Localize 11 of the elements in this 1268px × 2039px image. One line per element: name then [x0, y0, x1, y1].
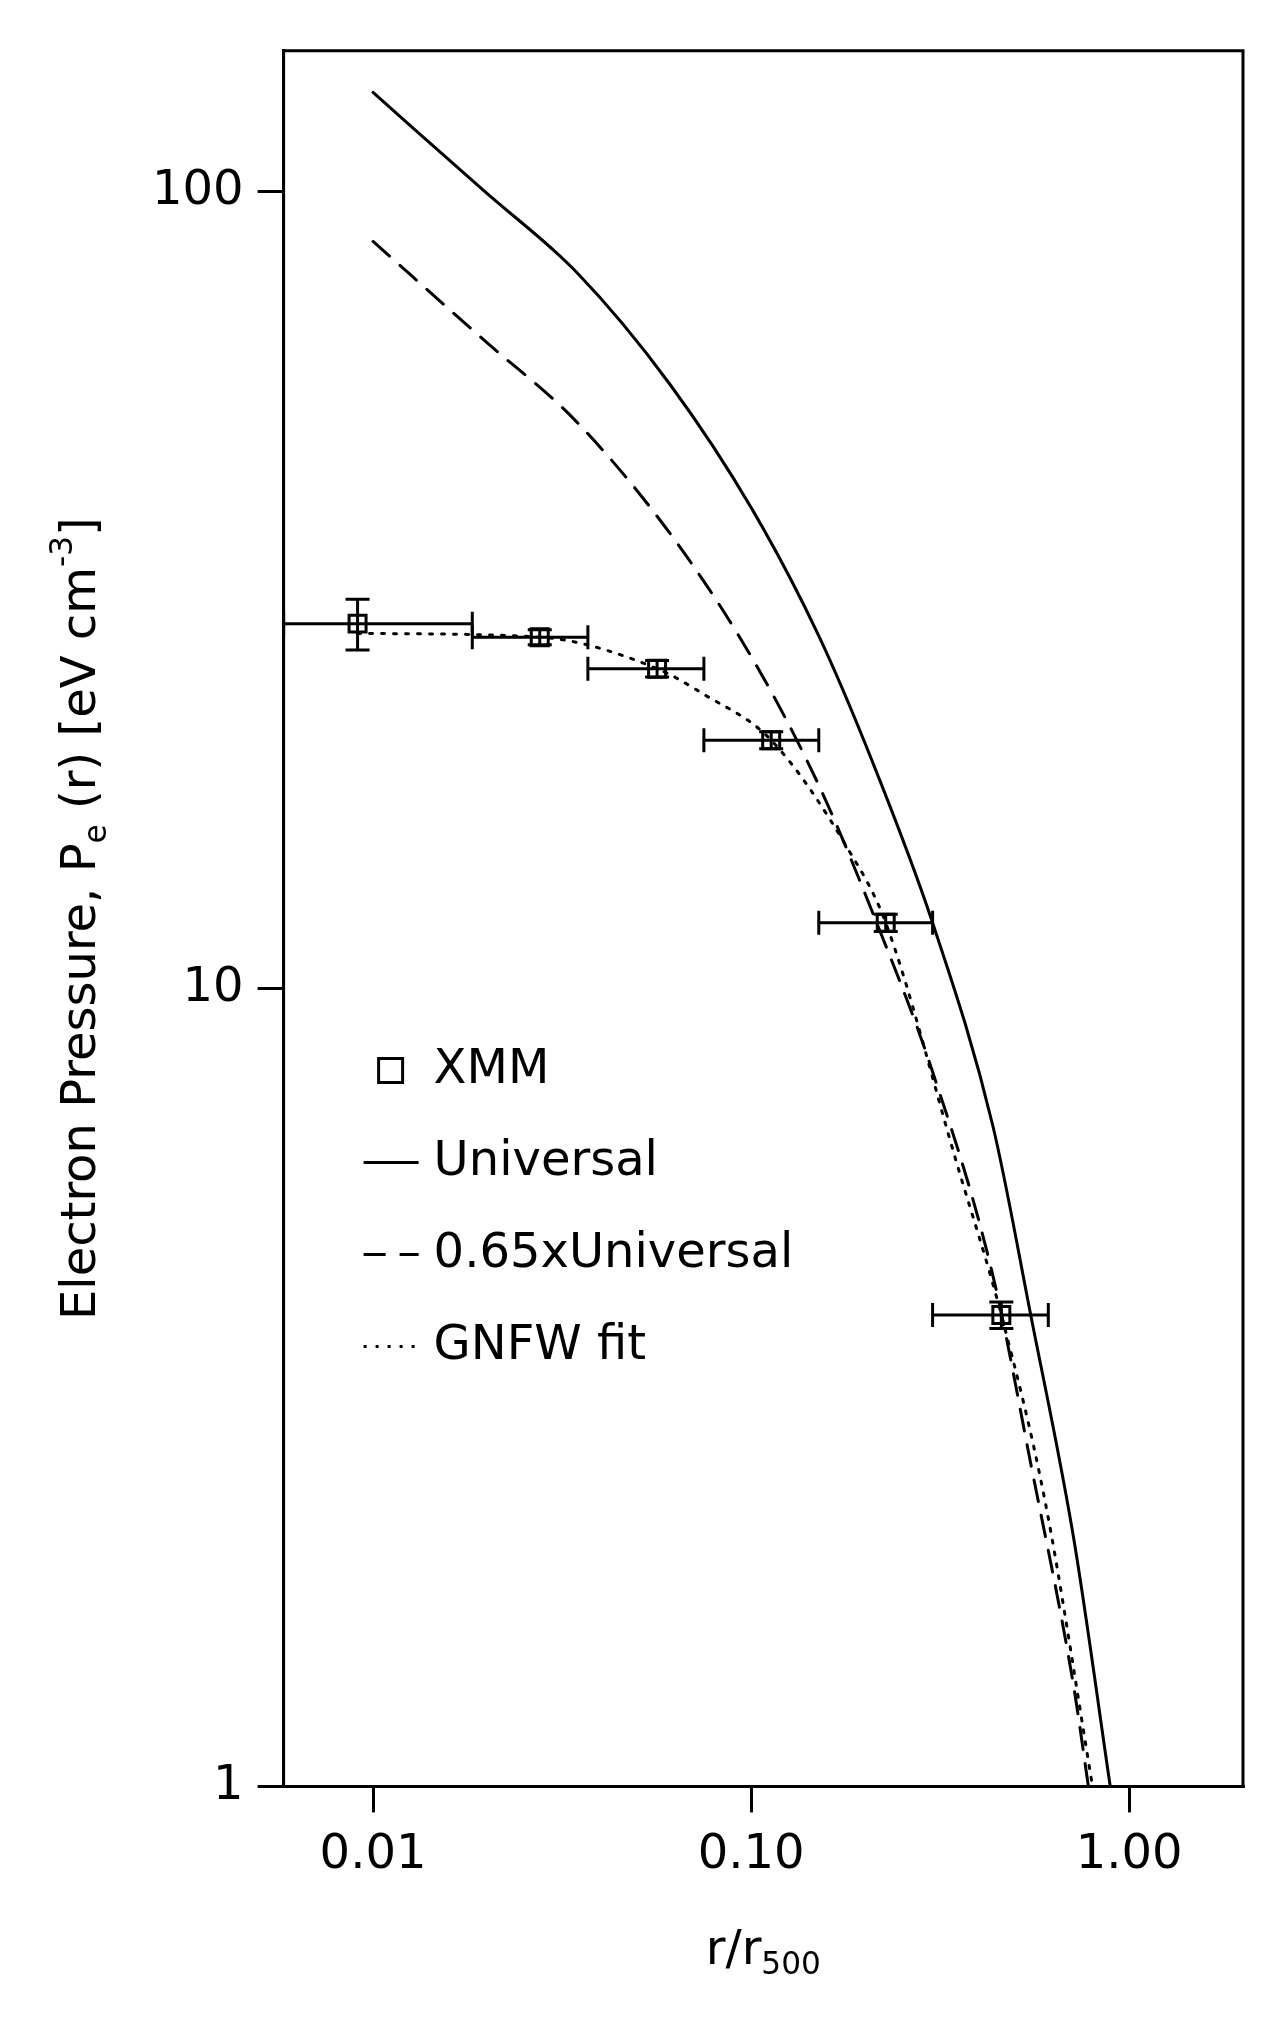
- y-tick-label: 100: [151, 158, 244, 215]
- legend-label: Universal: [433, 1129, 658, 1186]
- x-tick-label: 0.10: [697, 1822, 805, 1879]
- y-tick-label: 10: [182, 956, 244, 1013]
- x-tick-label: 0.01: [319, 1822, 427, 1879]
- legend-label: GNFW fit: [433, 1313, 647, 1370]
- legend-label: 0.65xUniversal: [433, 1221, 794, 1278]
- y-axis-title: Electron Pressure, Pe (r) [eV cm-3]: [42, 517, 113, 1320]
- x-tick-label: 1.00: [1075, 1822, 1183, 1879]
- legend-label: XMM: [433, 1037, 550, 1094]
- y-tick-label: 1: [213, 1753, 244, 1810]
